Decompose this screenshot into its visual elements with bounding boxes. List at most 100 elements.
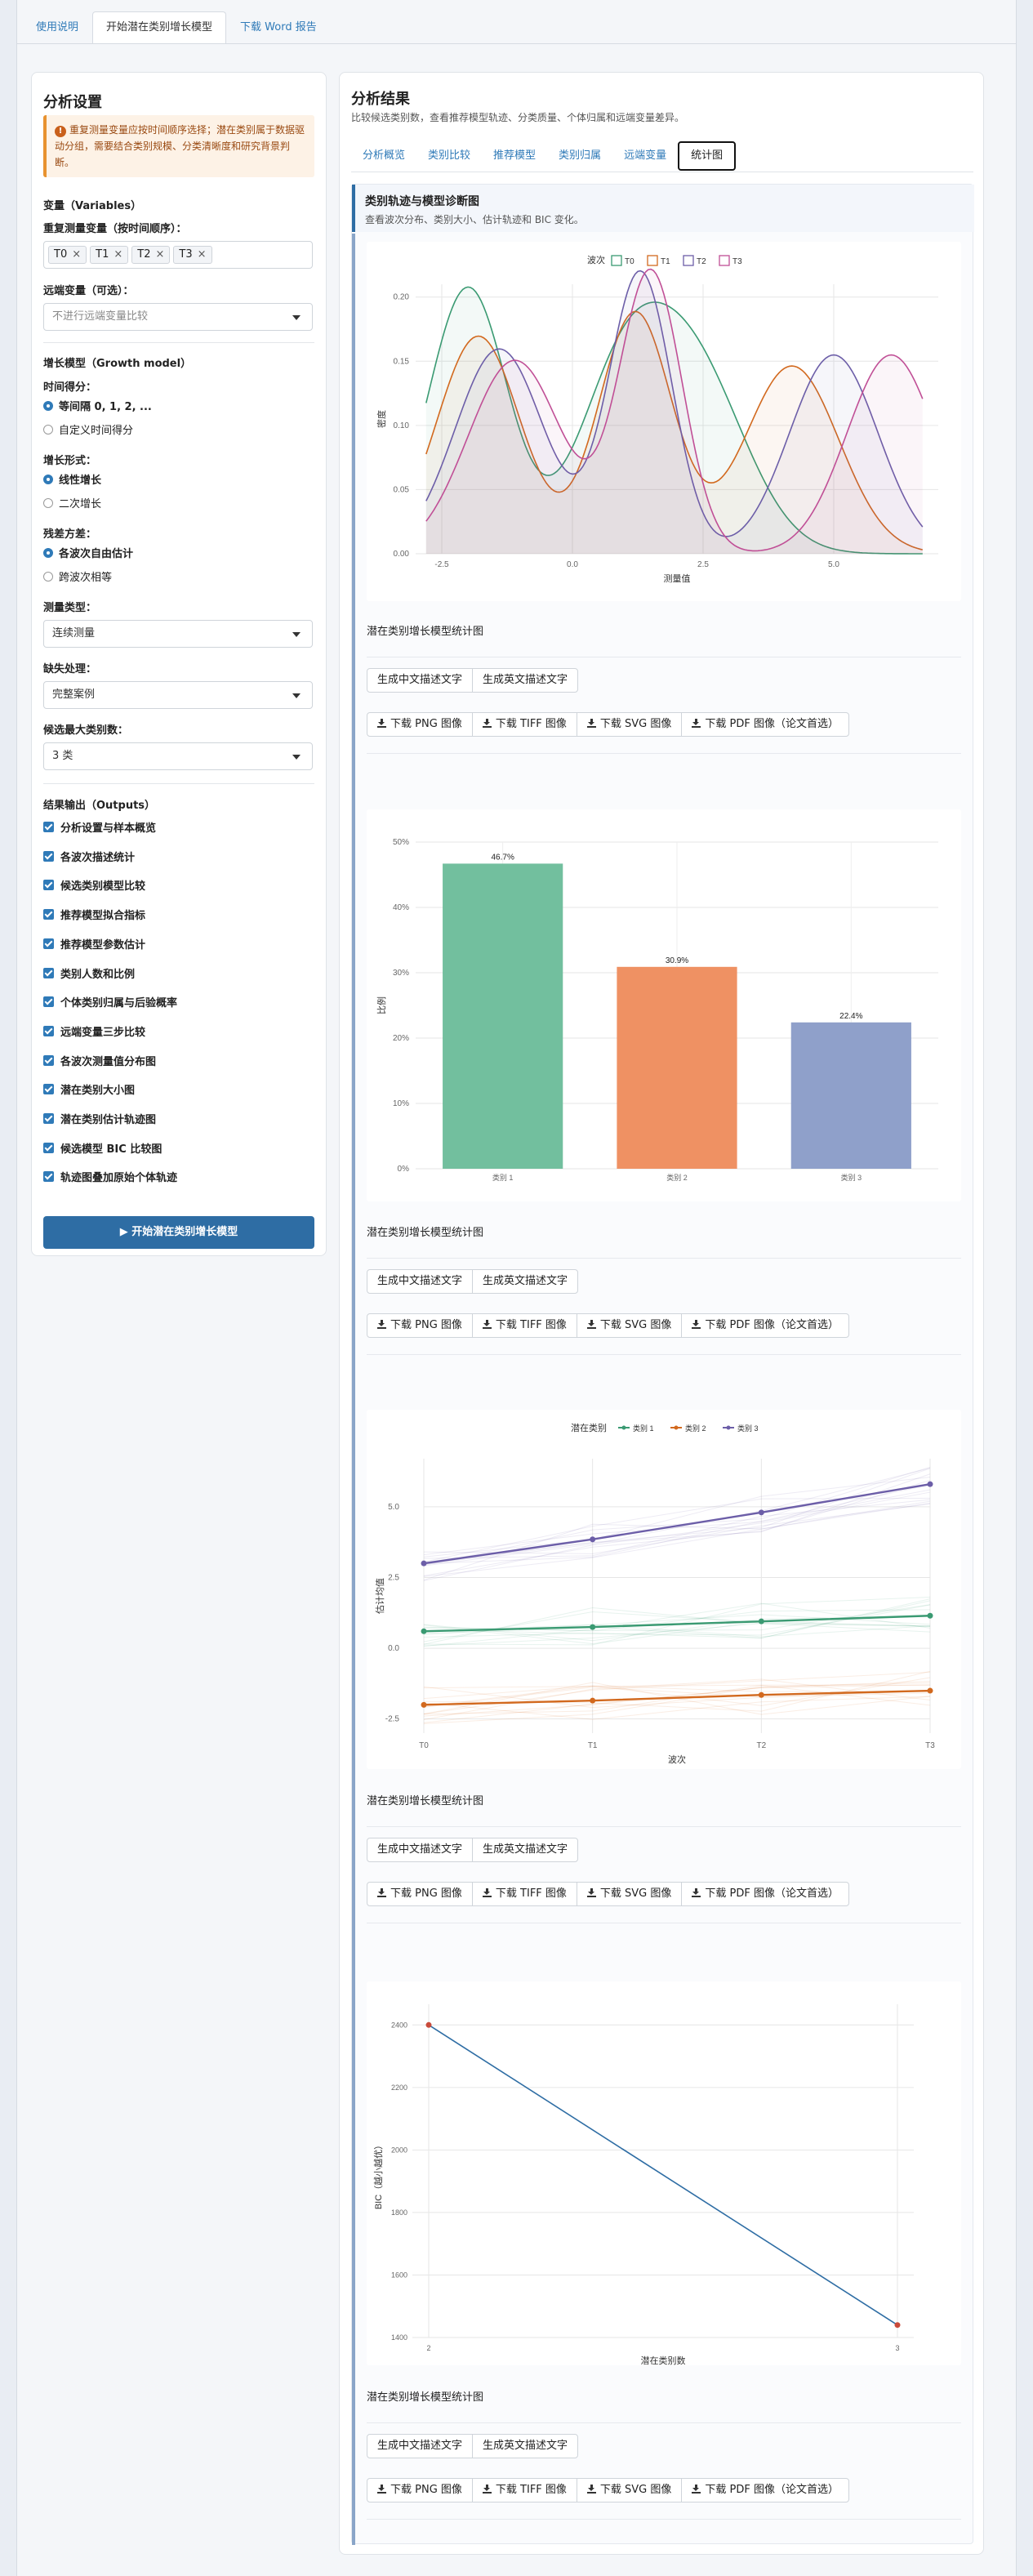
trajectory-point <box>421 1701 427 1708</box>
divider <box>367 1258 961 1259</box>
radio-linear[interactable]: 线性增长 <box>43 471 101 487</box>
output-checkbox[interactable]: 潜在类别估计轨迹图 <box>43 1111 156 1126</box>
remove-icon[interactable]: × <box>197 248 207 261</box>
legend-label: 类别 2 <box>685 1424 706 1433</box>
download-svg-button[interactable]: 下载 SVG 图像 <box>576 712 683 737</box>
output-checkbox[interactable]: 类别人数和比例 <box>43 965 135 981</box>
plot-caption: 潜在类别增长模型统计图 <box>367 626 484 638</box>
remove-icon[interactable]: × <box>155 248 165 261</box>
download-svg-button[interactable]: 下载 SVG 图像 <box>576 1313 683 1338</box>
missing-select[interactable]: 完整案例 <box>43 681 313 709</box>
trajectory-point <box>927 1687 933 1694</box>
tab-instructions[interactable]: 使用说明 <box>36 21 79 33</box>
y-tick-label: 5.0 <box>388 1503 399 1512</box>
individual-trajectory <box>423 1696 931 1720</box>
legend-title: 波次 <box>587 254 605 265</box>
download-pdf-button[interactable]: 下载 PDF 图像（论文首选） <box>681 1313 849 1338</box>
var-chip[interactable]: T1 × <box>90 246 129 264</box>
output-checkbox[interactable]: 远端变量三步比较 <box>43 1023 145 1039</box>
bar-value-label: 30.9% <box>666 956 688 965</box>
download-pdf-button[interactable]: 下载 PDF 图像（论文首选） <box>681 712 849 737</box>
distal-select[interactable]: 不进行远端变量比较 <box>43 303 313 331</box>
plot-caption: 潜在类别增长模型统计图 <box>367 1795 484 1807</box>
download-tiff-button[interactable]: 下载 TIFF 图像 <box>471 1313 577 1338</box>
tab-divider <box>17 43 1016 44</box>
download-png-button[interactable]: 下载 PNG 图像 <box>367 1313 473 1338</box>
checkbox-checked-icon <box>43 822 54 832</box>
x-tick-label: 3 <box>895 2344 899 2352</box>
radio-equal-residual[interactable]: 跨波次相等 <box>43 568 112 584</box>
generate-chinese-text-button[interactable]: 生成中文描述文字 <box>367 2434 474 2458</box>
var-chip[interactable]: T2 × <box>131 246 171 264</box>
output-checkbox[interactable]: 推荐模型参数估计 <box>43 936 145 952</box>
time-score-label: 时间得分： <box>43 381 97 394</box>
generate-chinese-text-button[interactable]: 生成中文描述文字 <box>367 668 474 693</box>
download-tiff-button[interactable]: 下载 TIFF 图像 <box>471 2478 577 2502</box>
output-checkbox[interactable]: 候选模型 BIC 比较图 <box>43 1140 162 1156</box>
generate-english-text-button[interactable]: 生成英文描述文字 <box>472 668 579 693</box>
individual-trajectory <box>423 1611 931 1642</box>
download-tiff-button[interactable]: 下载 TIFF 图像 <box>471 1882 577 1906</box>
tab-plots[interactable]: 统计图 <box>678 141 737 171</box>
radio-equal-interval[interactable]: 等间隔 0, 1, 2, ... <box>43 398 152 413</box>
radio-free-residual[interactable]: 各波次自由估计 <box>43 545 133 560</box>
download-tiff-button[interactable]: 下载 TIFF 图像 <box>471 712 577 737</box>
download-svg-button[interactable]: 下载 SVG 图像 <box>576 1882 683 1906</box>
output-checkbox[interactable]: 各波次描述统计 <box>43 849 135 864</box>
var-chip[interactable]: T0 × <box>48 246 87 264</box>
download-icon <box>692 1888 701 1897</box>
y-tick-label: 50% <box>393 838 409 847</box>
distal-label: 远端变量（可选）： <box>43 285 134 297</box>
tab-membership[interactable]: 类别归属 <box>559 149 602 162</box>
output-checkbox[interactable]: 各波次测量值分布图 <box>43 1053 156 1068</box>
download-svg-button[interactable]: 下载 SVG 图像 <box>576 2478 683 2502</box>
download-png-button[interactable]: 下载 PNG 图像 <box>367 712 473 737</box>
y-tick-label: 0.05 <box>394 485 410 494</box>
radio-quadratic[interactable]: 二次增长 <box>43 495 101 510</box>
download-pdf-button[interactable]: 下载 PDF 图像（论文首选） <box>681 1882 849 1906</box>
download-icon <box>377 2485 386 2494</box>
generate-english-text-button[interactable]: 生成英文描述文字 <box>472 2434 579 2458</box>
download-icon <box>586 2485 596 2494</box>
output-checkbox[interactable]: 潜在类别大小图 <box>43 1081 135 1097</box>
run-analysis-button[interactable]: ▶ 开始潜在类别增长模型 <box>43 1216 314 1249</box>
measure-type-select[interactable]: 连续测量 <box>43 620 313 648</box>
y-tick-label: 20% <box>393 1034 409 1043</box>
legend-swatch <box>674 1425 679 1430</box>
output-checkbox[interactable]: 推荐模型拟合指标 <box>43 907 145 922</box>
divider <box>367 2519 961 2520</box>
output-checkbox[interactable]: 候选类别模型比较 <box>43 877 145 893</box>
x-tick-label: 5.0 <box>828 560 839 569</box>
max-class-select[interactable]: 3 类 <box>43 742 313 770</box>
generate-english-text-button[interactable]: 生成英文描述文字 <box>472 1838 579 1862</box>
tab-word-report[interactable]: 下载 Word 报告 <box>240 21 317 33</box>
y-tick-label: 0.15 <box>394 357 410 366</box>
tab-recommended[interactable]: 推荐模型 <box>493 149 537 162</box>
var-chip[interactable]: T3 × <box>173 246 212 264</box>
generate-chinese-text-button[interactable]: 生成中文描述文字 <box>367 1269 474 1294</box>
tab-lcgm[interactable]: 开始潜在类别增长模型 <box>92 11 227 44</box>
outputs-heading: 结果输出（Outputs） <box>43 800 156 812</box>
y-tick-label: 40% <box>393 903 409 912</box>
output-checkbox[interactable]: 轨迹图叠加原始个体轨迹 <box>43 1169 177 1184</box>
output-checkbox[interactable]: 个体类别归属与后验概率 <box>43 994 177 1009</box>
tab-overview[interactable]: 分析概览 <box>363 149 406 162</box>
legend-label: T3 <box>732 257 742 266</box>
radio-custom-time[interactable]: 自定义时间得分 <box>43 421 133 437</box>
individual-trajectory <box>423 1468 931 1563</box>
download-pdf-button[interactable]: 下载 PDF 图像（论文首选） <box>681 2478 849 2502</box>
download-png-button[interactable]: 下载 PNG 图像 <box>367 2478 473 2502</box>
x-tick-label: T1 <box>588 1741 598 1750</box>
download-png-button[interactable]: 下载 PNG 图像 <box>367 1882 473 1906</box>
plots-card: 类别轨迹与模型诊断图 查看波次分布、类别大小、估计轨迹和 BIC 变化。 -2.… <box>351 184 974 2545</box>
generate-english-text-button[interactable]: 生成英文描述文字 <box>472 1269 579 1294</box>
settings-panel: 分析设置 ! 重复测量变量应按时间顺序选择；潜在类别属于数据驱动分组，需要结合类别… <box>31 72 327 1256</box>
generate-chinese-text-button[interactable]: 生成中文描述文字 <box>367 1838 474 1862</box>
tab-class-compare[interactable]: 类别比较 <box>428 149 471 162</box>
remove-icon[interactable]: × <box>72 248 82 261</box>
remove-icon[interactable]: × <box>114 248 123 261</box>
tab-distal[interactable]: 远端变量 <box>624 149 667 162</box>
output-checkbox[interactable]: 分析设置与样本概览 <box>43 819 156 835</box>
repeated-vars-input[interactable]: T0 × T1 × T2 × T3 × <box>43 241 313 269</box>
trajectory-point <box>590 1536 596 1543</box>
